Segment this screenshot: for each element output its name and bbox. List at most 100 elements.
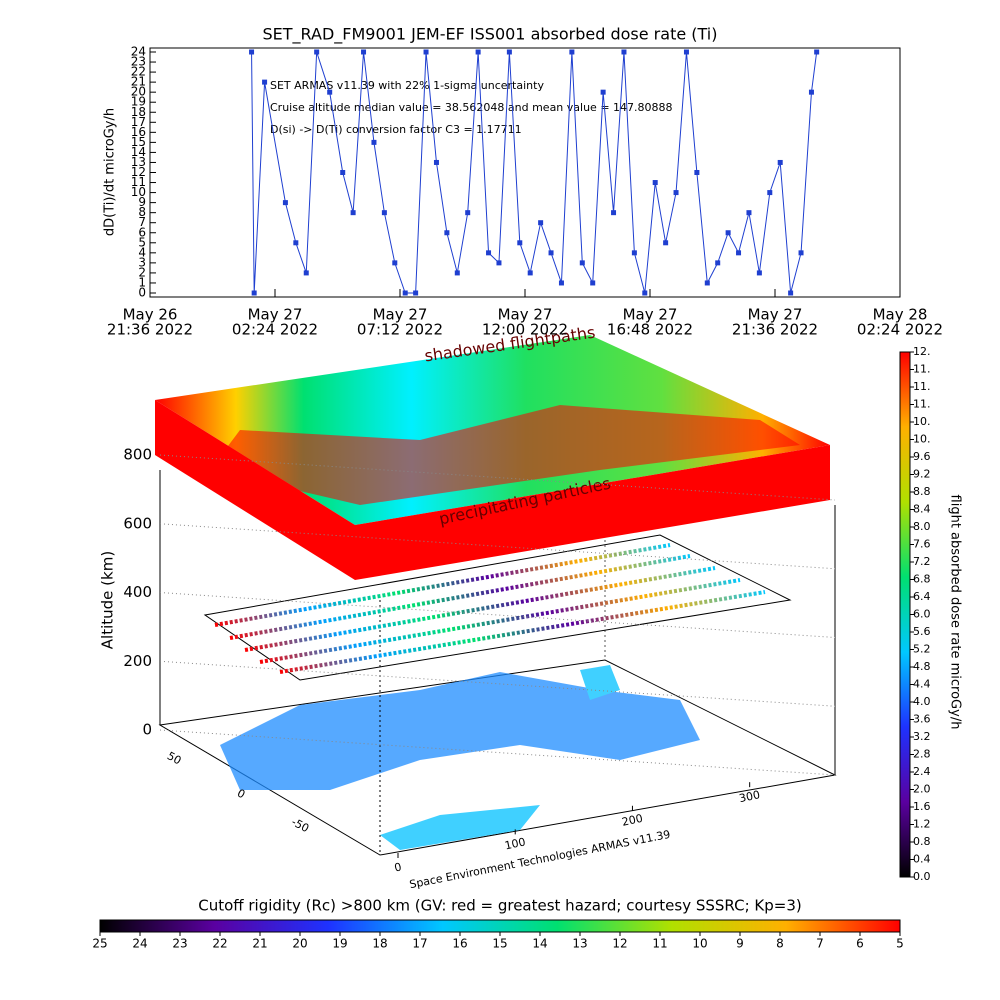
colorbar-tick-label: 2.4 — [913, 765, 931, 778]
y-tick-label: 5 — [138, 235, 146, 249]
y-tick-label: 11 — [131, 175, 146, 189]
y-tick-label: 7 — [138, 215, 146, 229]
z-axis-label: Altitude (km) — [99, 551, 117, 649]
colorbar-tick-label: 15 — [492, 937, 507, 951]
x-tick-label: May 27 — [498, 306, 553, 324]
data-point — [454, 270, 460, 276]
y-axis-label: dD(Ti)/dt microGy/h — [103, 108, 118, 236]
colorbar-tick-label: 6.8 — [913, 573, 931, 586]
flight-stripes — [214, 543, 766, 674]
data-point — [746, 210, 752, 216]
y-tick-label: 15 — [131, 135, 146, 149]
plot-3d-frame — [155, 335, 837, 856]
data-point — [506, 49, 512, 55]
colorbar-tick-label: 1.6 — [913, 800, 931, 813]
data-point — [558, 280, 564, 286]
data-point — [303, 270, 309, 276]
data-point — [361, 49, 367, 55]
colorbar-label: flight absorbed dose rate microGy/h — [948, 495, 963, 730]
z-tick-label: 800 — [123, 446, 152, 464]
z-grid — [159, 592, 836, 638]
data-point — [249, 49, 255, 55]
data-point — [756, 270, 762, 276]
data-point — [538, 220, 544, 226]
annotation: Cruise altitude median value = 38.562048… — [270, 101, 673, 114]
colorbar-tick-label: 21 — [252, 937, 267, 951]
z-grid — [159, 729, 836, 776]
colorbar-tick-label: 0.8 — [913, 835, 931, 848]
data-point — [392, 260, 398, 266]
z-grid — [159, 523, 836, 570]
colorbar-tick-label: 1.2 — [913, 818, 931, 831]
colorbar-tick-label: 23 — [172, 937, 187, 951]
data-point — [475, 49, 481, 55]
data-point — [579, 260, 585, 266]
annotation: SET ARMAS v11.39 with 22% 1-sigma uncert… — [270, 79, 544, 92]
data-point — [413, 290, 419, 296]
data-point — [433, 159, 439, 165]
x-tick-label: 07:12 2022 — [357, 321, 443, 339]
colorbar-tick-label: 7 — [816, 937, 824, 951]
y-tick-label: 22 — [131, 65, 146, 79]
x-tick-label: May 27 — [623, 306, 678, 324]
y-tick-label: 8 — [138, 205, 146, 219]
data-point — [527, 270, 533, 276]
data-point — [736, 250, 742, 256]
data-point — [590, 280, 596, 286]
data-point — [600, 89, 606, 95]
colorbar-tick-label: 0.4 — [913, 853, 931, 866]
y-tick-label: 2 — [138, 265, 146, 279]
data-point — [673, 190, 679, 196]
data-point — [444, 230, 450, 236]
y-tick-label: 9 — [138, 195, 146, 209]
y-tick-label: 6 — [138, 225, 146, 239]
colorbar-tick-label: 16 — [452, 937, 467, 951]
colorbar-tick-label: 4.8 — [913, 660, 931, 673]
colorbar-tick-label: 5.2 — [913, 643, 931, 656]
colorbar-tick-label: 7.2 — [913, 555, 931, 568]
x-tick-label: 21:36 2022 — [107, 321, 193, 339]
y-tick-label: 10 — [131, 185, 146, 199]
colorbar-tick-label: 11. — [913, 380, 931, 393]
colorbar-tick-label: 8 — [776, 937, 784, 951]
land-water — [220, 672, 700, 790]
colorbar-label: Cutoff rigidity (Rc) >800 km (GV: red = … — [198, 897, 801, 915]
colorbar-tick-label: 5 — [896, 937, 904, 951]
y-tick-label: 3 — [138, 255, 146, 269]
colorbar-tick-label: 8.4 — [913, 503, 931, 516]
x-tick-label: 21:36 2022 — [732, 321, 818, 339]
data-point — [402, 290, 408, 296]
colorbar-tick-label: 9.6 — [913, 450, 931, 463]
colorbar-tick-label: 9.2 — [913, 468, 931, 481]
data-point — [293, 240, 299, 246]
data-point — [314, 49, 320, 55]
colorbar-tick-label: 9 — [736, 937, 744, 951]
colorbar-tick-label: 14 — [532, 937, 547, 951]
y-tick-label: 19 — [131, 95, 146, 109]
colorbar-tick-label: 11. — [913, 363, 931, 376]
data-point — [340, 170, 346, 175]
data-point — [631, 250, 637, 256]
colorbar-tick-label: 6 — [856, 937, 864, 951]
y-tick-label: 18 — [131, 105, 146, 119]
y-tick-label: 16 — [131, 125, 146, 139]
y-tick-label: 24 — [131, 45, 146, 59]
y-tick-label: 14 — [131, 145, 146, 159]
colorbar-tick-label: 11 — [652, 937, 667, 951]
x-tick-label: 12:00 2022 — [482, 321, 568, 339]
colorbar-tick-label: 10. — [913, 433, 931, 446]
flight-plane — [203, 534, 792, 681]
colorbar-tick-label: 24 — [132, 937, 147, 951]
colorbar-tick-label: 20 — [292, 937, 307, 951]
colorbar-tick-label: 6.4 — [913, 590, 931, 603]
colorbar-tick-label: 18 — [372, 937, 387, 951]
data-point — [715, 260, 721, 266]
colorbar-tick-label: 3.6 — [913, 713, 931, 726]
data-point — [777, 159, 783, 165]
data-point — [652, 180, 658, 186]
data-point — [814, 49, 820, 55]
slab-shade — [210, 405, 800, 505]
data-point — [327, 89, 333, 95]
y-tick-label: 4 — [138, 245, 146, 259]
